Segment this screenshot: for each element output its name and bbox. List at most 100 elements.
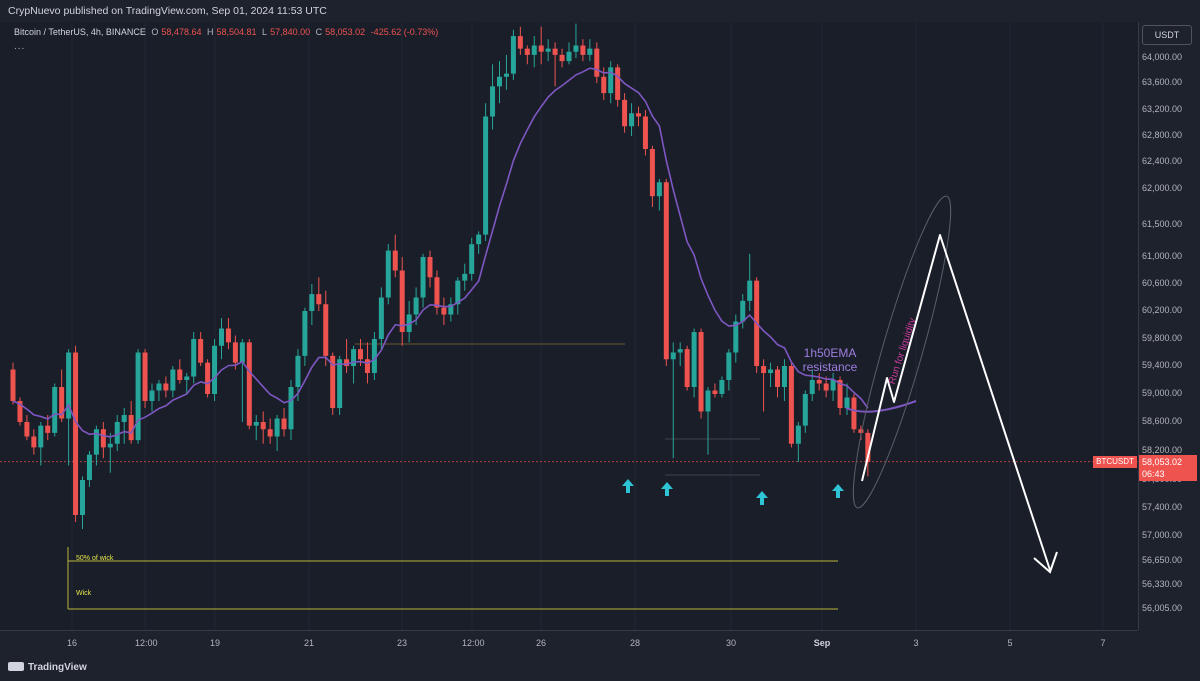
- candle-body: [566, 51, 572, 62]
- candle-body: [705, 390, 711, 412]
- candle-body: [476, 234, 482, 245]
- candle-body: [337, 359, 343, 408]
- candle-body: [86, 454, 92, 480]
- price-tick-label: 59,400.00: [1142, 360, 1183, 370]
- time-tick-label: 21: [303, 638, 314, 648]
- candle-body: [45, 425, 51, 433]
- candle-body: [684, 349, 690, 387]
- candle-body: [823, 383, 829, 391]
- candle-body: [462, 273, 468, 281]
- candle-body: [100, 429, 106, 448]
- price-tick-label: 63,200.00: [1142, 104, 1183, 114]
- candle-body: [281, 418, 287, 430]
- candle-body: [170, 369, 176, 391]
- candle-body: [142, 352, 148, 401]
- candle-body: [344, 359, 350, 366]
- candle-body: [531, 45, 537, 55]
- candle-body: [163, 383, 169, 391]
- candle-body: [649, 149, 655, 197]
- high-label: H: [206, 27, 214, 37]
- price-tick-label: 56,650.00: [1142, 555, 1183, 565]
- candle-body: [580, 45, 586, 55]
- price-tick-label: 59,800.00: [1142, 333, 1183, 343]
- candle-body: [775, 369, 780, 387]
- candle-body: [330, 355, 336, 408]
- candle-body: [615, 67, 621, 100]
- candle-body: [225, 328, 231, 343]
- candle-body: [385, 250, 391, 298]
- candle-body: [538, 45, 544, 52]
- candle-body: [510, 36, 516, 74]
- candle-body: [274, 418, 280, 437]
- price-tick-label: 61,000.00: [1142, 251, 1183, 261]
- candle-body: [497, 76, 502, 87]
- low-label: L: [262, 27, 268, 37]
- candle-body: [768, 369, 774, 373]
- price-tick-label: 60,600.00: [1142, 278, 1183, 288]
- candle-body: [302, 311, 308, 356]
- time-axis[interactable]: [0, 630, 1138, 658]
- candle-body: [816, 380, 822, 384]
- up-arrow-icon: [622, 479, 634, 493]
- candle-body: [121, 415, 127, 422]
- candle-body: [747, 280, 753, 301]
- candle-body: [309, 294, 315, 311]
- candle-body: [24, 422, 30, 437]
- candle-body: [177, 369, 183, 380]
- candle-body: [559, 54, 565, 62]
- legend-more-button[interactable]: ...: [14, 41, 26, 52]
- candle-body: [31, 436, 37, 448]
- price-tick-label: 63,600.00: [1142, 77, 1183, 87]
- bar-countdown: 06:43: [1142, 469, 1165, 479]
- candle-body: [455, 280, 461, 305]
- price-tick-label: 56,005.00: [1142, 603, 1183, 613]
- candle-body: [517, 36, 523, 49]
- candle-body: [427, 257, 433, 278]
- candle-body: [149, 390, 155, 401]
- tradingview-logo[interactable]: TradingView: [8, 662, 87, 673]
- time-tick-label: 23: [396, 638, 407, 648]
- candle-body: [629, 113, 635, 127]
- open-label: O: [151, 27, 159, 37]
- time-tick-label: 28: [629, 638, 640, 648]
- candle-body: [66, 352, 72, 419]
- candle-body: [52, 387, 58, 433]
- price-tick-label: 60,200.00: [1142, 305, 1183, 315]
- up-arrow-icon: [756, 491, 768, 505]
- symbol-legend[interactable]: Bitcoin / TetherUS, 4h, BINANCE O 58,478.…: [14, 27, 441, 37]
- price-tick-label: 59,000.00: [1142, 388, 1183, 398]
- publication-header: CrypNuevo published on TradingView.com, …: [0, 0, 1200, 22]
- price-axis[interactable]: [1138, 22, 1200, 630]
- candle-body: [691, 332, 697, 387]
- candle-body: [260, 422, 266, 430]
- published-by-text: CrypNuevo published on TradingView.com, …: [8, 5, 327, 17]
- candle-body: [483, 116, 489, 235]
- price-tick-label: 62,400.00: [1142, 156, 1183, 166]
- chart-pane[interactable]: [0, 22, 1138, 630]
- candle-body: [399, 270, 405, 332]
- candle-body: [865, 432, 871, 462]
- time-tick-label: Sep: [813, 638, 831, 648]
- time-tick-label: 19: [209, 638, 220, 648]
- candle-body: [253, 422, 259, 426]
- candle-body: [545, 48, 551, 52]
- candle-body: [726, 352, 732, 380]
- candle-body: [413, 297, 419, 315]
- candle-body: [781, 366, 787, 387]
- symbol-name[interactable]: Bitcoin / TetherUS, 4h, BINANCE: [14, 27, 146, 37]
- candle-body: [156, 383, 162, 391]
- candle-body: [608, 67, 614, 94]
- candle-body: [719, 380, 725, 394]
- last-price-tag: 58,053.02 06:43: [1139, 455, 1197, 481]
- candle-body: [358, 349, 363, 360]
- candle-body: [205, 362, 211, 394]
- open-value: 58,478.64: [161, 27, 202, 37]
- candle-body: [573, 45, 579, 52]
- candle-body: [844, 397, 850, 408]
- candle-body: [469, 244, 475, 274]
- price-tick-label: 61,500.00: [1142, 219, 1183, 229]
- candle-body: [107, 443, 113, 448]
- currency-button[interactable]: USDT: [1142, 25, 1192, 45]
